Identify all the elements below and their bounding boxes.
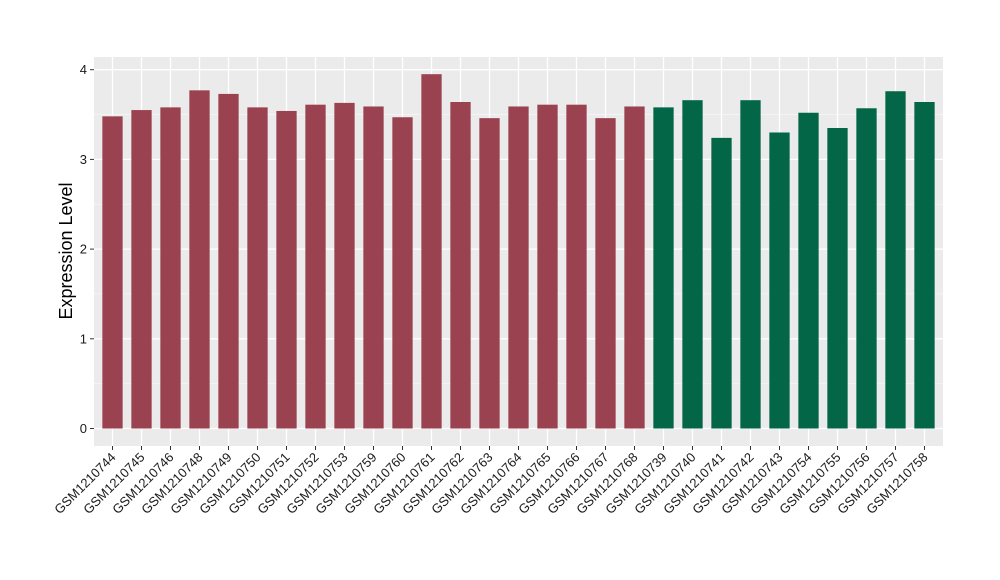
bar-GSM1210751: [276, 110, 297, 429]
bar-GSM1210753: [334, 102, 355, 429]
bar-GSM1210740: [682, 100, 703, 429]
bar-GSM1210750: [247, 107, 268, 429]
bar-GSM1210757: [885, 91, 906, 429]
x-axis: GSM1210744GSM1210745GSM1210746GSM1210748…: [51, 446, 931, 517]
bar-GSM1210746: [160, 107, 181, 429]
bar-GSM1210762: [450, 101, 471, 429]
bar-GSM1210748: [189, 90, 210, 429]
y-axis: 0 1 2 3 4: [80, 62, 94, 436]
bar-GSM1210758: [914, 101, 935, 429]
bar-GSM1210765: [537, 104, 558, 429]
y-tick-label: 1: [80, 331, 87, 346]
bar-GSM1210756: [856, 108, 877, 429]
y-tick-label: 3: [80, 152, 87, 167]
bar-GSM1210768: [624, 106, 645, 429]
bar-GSM1210763: [479, 118, 500, 429]
y-tick-label: 0: [80, 421, 87, 436]
bar-GSM1210766: [566, 104, 587, 429]
bar-GSM1210752: [305, 104, 326, 429]
bars: [102, 74, 935, 429]
bar-GSM1210755: [827, 128, 848, 429]
bar-GSM1210742: [740, 100, 761, 429]
y-tick-label: 2: [80, 242, 87, 257]
bar-GSM1210749: [218, 93, 239, 429]
y-tick-label: 4: [80, 62, 87, 77]
bar-GSM1210761: [421, 74, 442, 429]
y-axis-title: Expression Level: [56, 182, 76, 319]
bar-GSM1210760: [392, 117, 413, 429]
bar-GSM1210759: [363, 106, 384, 429]
bar-GSM1210739: [653, 107, 674, 429]
bar-GSM1210764: [508, 106, 529, 429]
bar-GSM1210743: [769, 132, 790, 429]
bar-GSM1210767: [595, 118, 616, 429]
bar-GSM1210745: [131, 110, 152, 429]
bar-GSM1210754: [798, 112, 819, 429]
bar-GSM1210744: [102, 116, 123, 429]
bar-GSM1210741: [711, 137, 732, 429]
